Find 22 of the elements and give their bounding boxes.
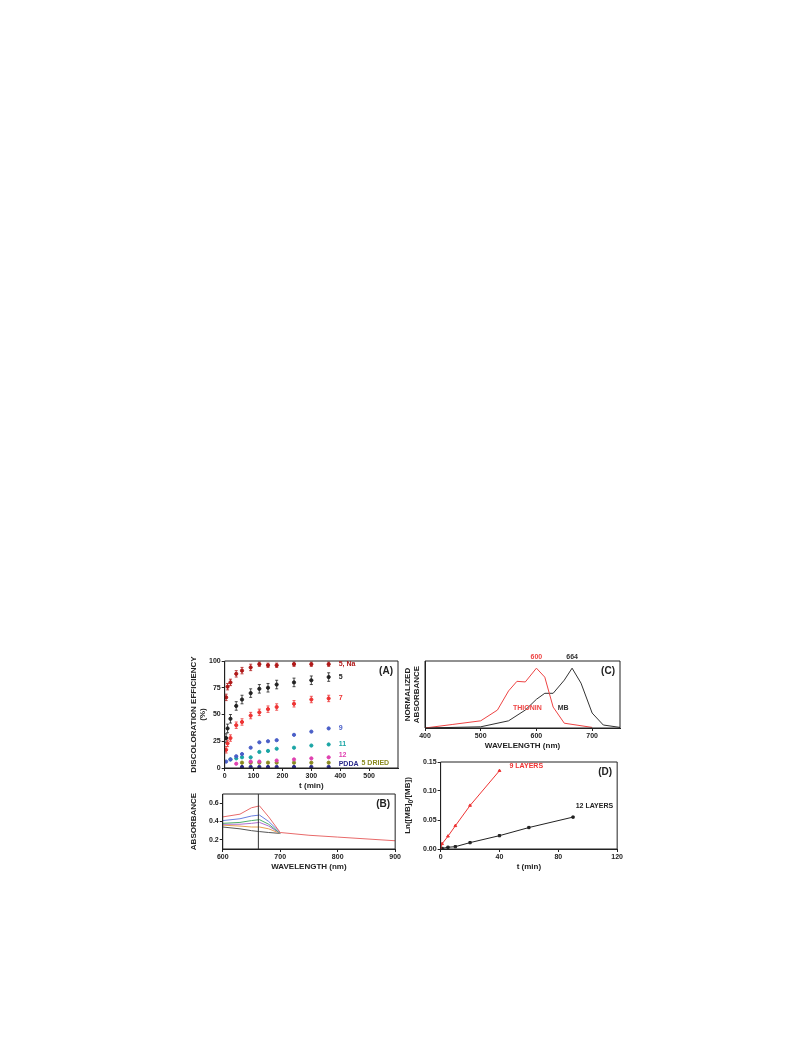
point: [497, 834, 502, 838]
y-axis-title: NORMALIZED ABSORBANCE: [403, 665, 422, 724]
point: [571, 815, 575, 819]
point: [468, 840, 472, 845]
point: [446, 845, 450, 849]
point: [446, 834, 450, 838]
point: [468, 803, 472, 807]
x-axis-title: WAVELENGTH (nm): [484, 741, 561, 751]
point: [453, 845, 457, 849]
x-axis-title: t (min): [516, 862, 542, 872]
point: [497, 768, 502, 772]
x-axis-title: WAVELENGTH (nm): [271, 862, 347, 872]
y-axis-title: DISCOLORATION EFFICIENCY (%): [189, 655, 208, 773]
point: [453, 823, 458, 828]
chart-title: (B): [376, 797, 391, 809]
x-axis-title: t (min): [299, 781, 324, 791]
chart-title: (C): [601, 664, 615, 676]
point: [527, 825, 531, 830]
chart-title: (D): [598, 765, 613, 777]
chart-title: (A): [379, 664, 393, 676]
point: [440, 841, 444, 846]
y-axis-title: ABSORBANCE: [189, 792, 199, 851]
